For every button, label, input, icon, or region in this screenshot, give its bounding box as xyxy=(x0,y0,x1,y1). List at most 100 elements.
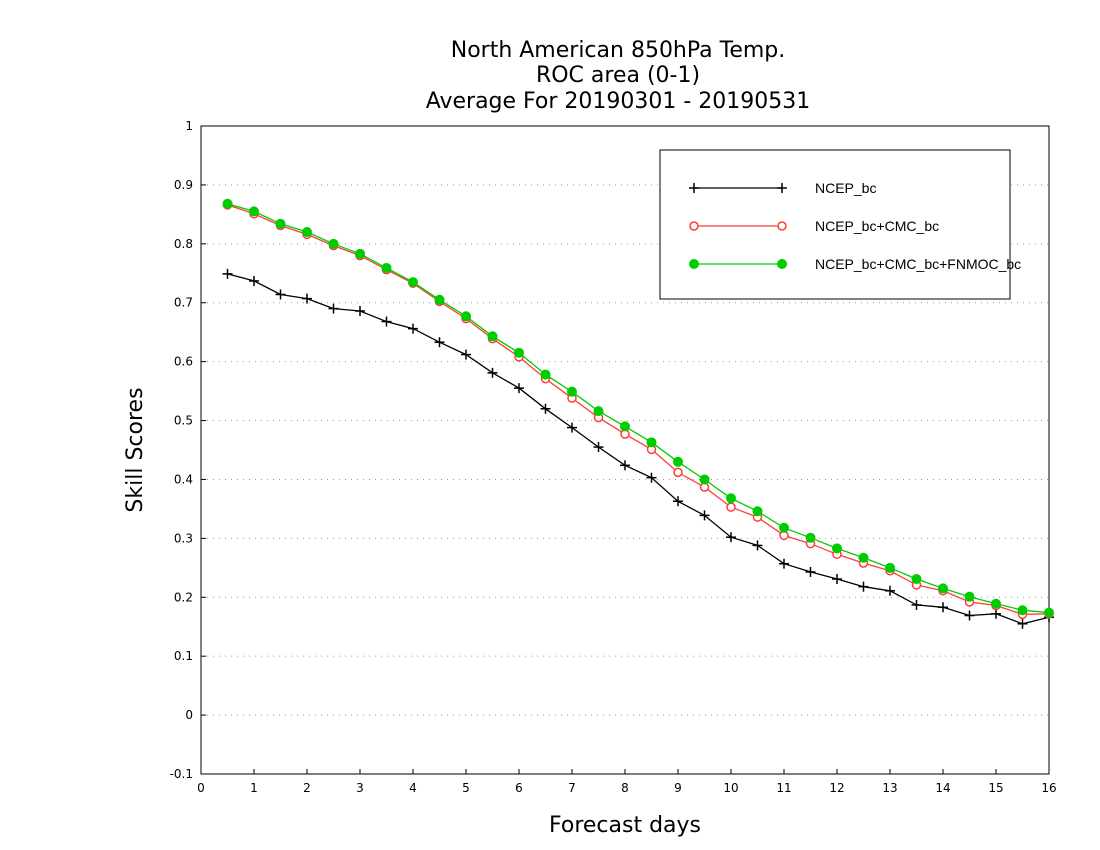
data-point xyxy=(222,268,233,279)
chart-title-line-1: North American 850hPa Temp. xyxy=(451,38,786,63)
y-tick-label: 0.1 xyxy=(174,649,193,663)
data-point xyxy=(885,562,895,573)
series-line xyxy=(227,273,1050,625)
data-point xyxy=(752,540,763,551)
data-point xyxy=(726,493,736,504)
legend-label: NCEP_bc xyxy=(815,180,876,196)
data-point xyxy=(699,510,710,521)
legend-marker xyxy=(777,183,787,193)
data-point xyxy=(249,206,259,217)
data-point xyxy=(461,349,471,360)
data-point xyxy=(646,472,657,483)
y-tick-label: 0.4 xyxy=(174,472,193,486)
data-point xyxy=(275,218,286,229)
data-point xyxy=(620,421,630,432)
data-point xyxy=(593,406,604,417)
x-tick-label: 1 xyxy=(250,781,258,795)
data-point xyxy=(832,543,842,554)
y-tick-label: 1 xyxy=(185,119,193,133)
x-tick-label: 11 xyxy=(776,781,791,795)
data-point xyxy=(673,456,683,467)
data-point xyxy=(1044,607,1054,618)
x-tick-label: 16 xyxy=(1041,781,1056,795)
data-point xyxy=(355,248,365,259)
data-point xyxy=(514,347,524,358)
x-tick-label: 15 xyxy=(988,781,1003,795)
data-point xyxy=(593,442,604,453)
x-tick-label: 14 xyxy=(935,781,950,795)
y-tick-label: 0.5 xyxy=(174,414,193,428)
legend-item: NCEP_bc+CMC_bc xyxy=(689,218,939,234)
x-tick-label: 7 xyxy=(568,781,576,795)
data-point xyxy=(752,506,763,517)
data-point xyxy=(567,422,577,433)
data-point xyxy=(858,581,869,592)
x-tick-label: 6 xyxy=(515,781,523,795)
data-point xyxy=(249,275,259,286)
y-tick-label: 0.3 xyxy=(174,531,193,545)
data-point xyxy=(646,437,657,448)
x-axis-label: Forecast days xyxy=(549,813,701,838)
data-point xyxy=(540,369,551,380)
legend-box xyxy=(659,149,1011,300)
data-point xyxy=(673,467,683,478)
data-point xyxy=(805,566,816,577)
data-point xyxy=(461,311,471,322)
data-point xyxy=(964,610,975,621)
y-tick-label: -0.1 xyxy=(170,767,193,781)
data-point xyxy=(673,496,683,507)
data-point xyxy=(381,316,392,327)
y-tick-label: 0.7 xyxy=(174,296,193,310)
data-point xyxy=(328,303,339,314)
legend-marker xyxy=(689,259,699,269)
data-point xyxy=(540,403,551,414)
data-point xyxy=(911,574,922,585)
x-tick-label: 3 xyxy=(356,781,364,795)
series-2 xyxy=(222,198,1054,618)
legend-marker xyxy=(689,183,699,193)
legend-item: NCEP_bc+CMC_bc+FNMOC_bc xyxy=(689,256,1021,272)
x-tick-label: 9 xyxy=(674,781,682,795)
chart-title-line-2: ROC area (0-1) xyxy=(536,63,700,88)
data-point xyxy=(885,585,895,596)
x-tick-label: 4 xyxy=(409,781,417,795)
data-point xyxy=(328,238,339,249)
data-point xyxy=(1017,605,1028,616)
y-tick-label: 0.8 xyxy=(174,237,193,251)
data-point xyxy=(1017,618,1028,629)
data-point xyxy=(408,323,418,334)
legend-marker xyxy=(777,221,787,231)
x-tick-label: 10 xyxy=(723,781,738,795)
data-point xyxy=(355,305,365,316)
legend-marker xyxy=(689,221,699,231)
data-point xyxy=(434,337,445,348)
data-point xyxy=(487,367,498,378)
data-point xyxy=(832,574,842,585)
data-point xyxy=(567,386,577,397)
y-axis-label: Skill Scores xyxy=(123,387,148,512)
data-point xyxy=(779,558,789,569)
data-point xyxy=(434,294,445,305)
data-point xyxy=(964,591,975,602)
legend-label: NCEP_bc+CMC_bc+FNMOC_bc xyxy=(815,256,1021,272)
data-point xyxy=(726,532,736,543)
series-layer xyxy=(222,198,1054,629)
data-point xyxy=(938,583,948,594)
x-tick-label: 12 xyxy=(829,781,844,795)
series-0 xyxy=(222,268,1054,629)
data-point xyxy=(302,293,312,304)
legend: NCEP_bc NCEP_bc+CMC_bc NCEP_bc+CMC_bc+FNMO… xyxy=(659,149,1021,300)
y-tick-label: 0.9 xyxy=(174,178,193,192)
y-tick-label: 0 xyxy=(185,708,193,722)
data-point xyxy=(779,522,789,533)
x-tick-label: 13 xyxy=(882,781,897,795)
data-point xyxy=(911,599,922,610)
data-point xyxy=(408,277,418,288)
data-point xyxy=(938,602,948,613)
data-point xyxy=(858,552,869,563)
data-point xyxy=(381,262,392,273)
data-point xyxy=(726,502,736,512)
data-point xyxy=(222,198,233,209)
legend-label: NCEP_bc+CMC_bc xyxy=(815,218,939,234)
